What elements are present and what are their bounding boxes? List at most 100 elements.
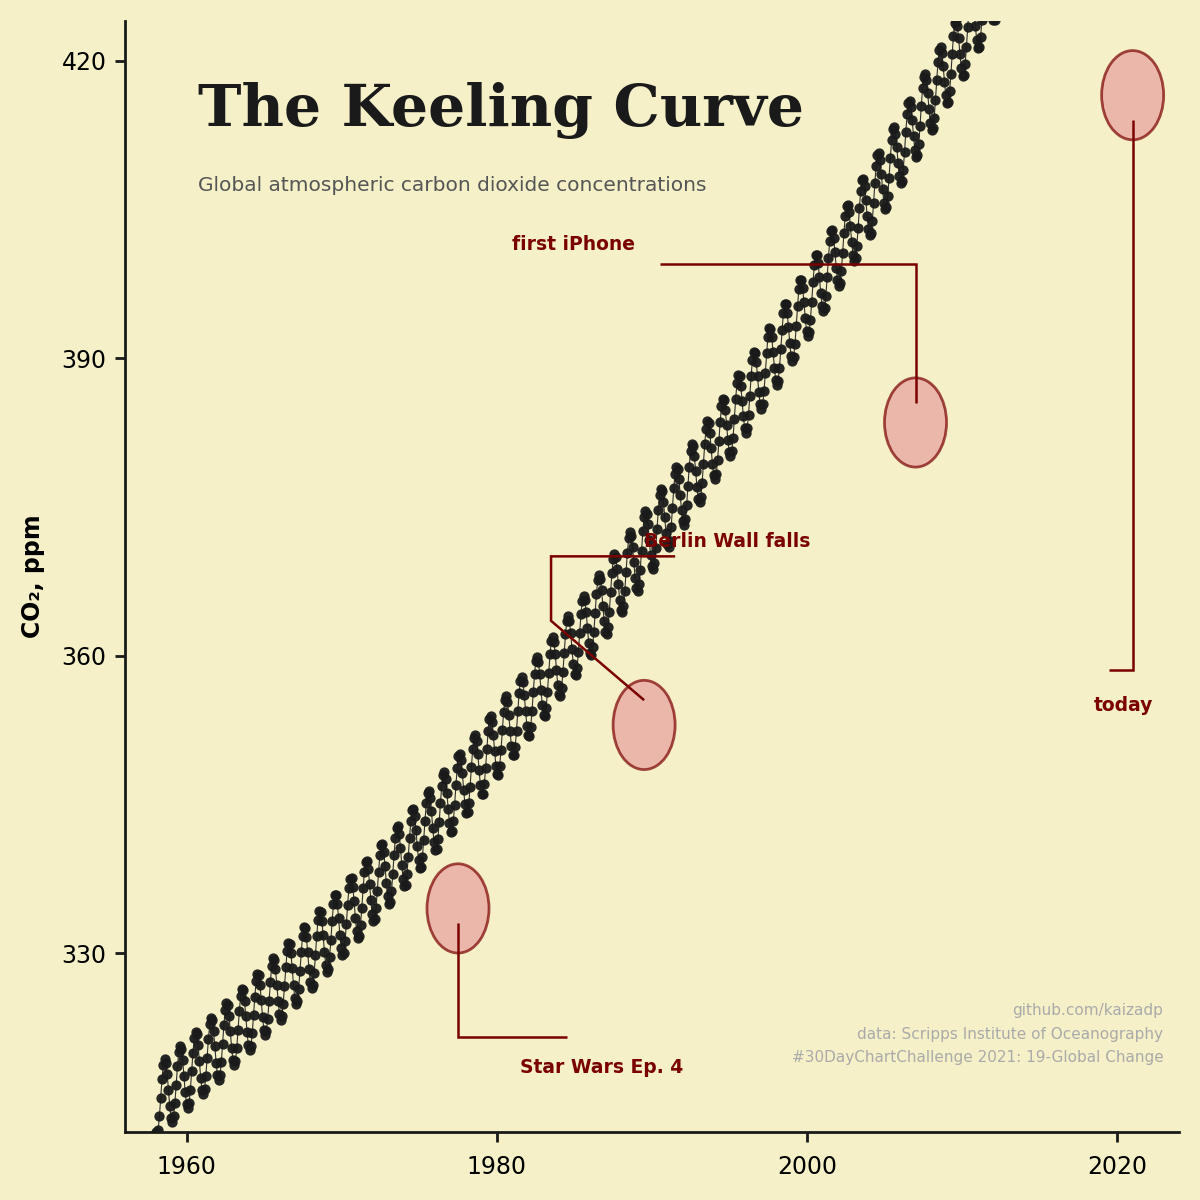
Point	[433, 764, 452, 784]
Point	[223, 1051, 242, 1070]
Point	[580, 634, 599, 653]
Point	[209, 1070, 228, 1090]
Point	[584, 623, 604, 642]
Point	[418, 782, 437, 802]
Point	[402, 800, 421, 820]
Point	[912, 97, 931, 116]
Point	[628, 581, 647, 600]
Point	[794, 293, 814, 312]
Point	[785, 335, 804, 354]
Point	[403, 799, 422, 818]
Point	[982, 0, 1001, 7]
Point	[959, 0, 978, 18]
Point	[594, 612, 613, 631]
Point	[227, 1038, 246, 1057]
Point	[486, 756, 505, 775]
Point	[646, 539, 665, 558]
Point	[830, 274, 850, 293]
Point	[898, 104, 917, 124]
Point	[390, 824, 409, 844]
Point	[754, 395, 773, 414]
Point	[504, 745, 523, 764]
Point	[893, 172, 912, 191]
Point	[445, 796, 464, 815]
Point	[642, 557, 661, 576]
Point	[533, 696, 552, 715]
Point	[798, 326, 817, 346]
Point	[305, 964, 324, 983]
Point	[182, 1062, 202, 1081]
Point	[178, 1098, 197, 1117]
Point	[937, 94, 956, 113]
Point	[760, 318, 779, 337]
Point	[185, 1028, 204, 1048]
Point	[696, 420, 715, 439]
Point	[341, 869, 360, 888]
Point	[200, 1015, 220, 1034]
Point	[394, 869, 413, 888]
Point	[592, 581, 611, 600]
Point	[336, 931, 355, 950]
Point	[811, 283, 830, 302]
Point	[295, 918, 314, 937]
Point	[805, 256, 824, 275]
Point	[572, 592, 592, 611]
Point	[187, 1025, 206, 1044]
Point	[679, 457, 698, 476]
Point	[235, 991, 254, 1010]
Point	[395, 876, 414, 895]
Point	[172, 1039, 191, 1058]
Point	[713, 389, 732, 408]
Point	[365, 910, 384, 929]
Point	[583, 637, 602, 656]
Point	[671, 485, 690, 504]
Point	[502, 736, 521, 755]
Point	[714, 390, 733, 409]
Point	[967, 30, 986, 49]
Point	[301, 972, 320, 991]
Point	[276, 958, 295, 977]
Point	[680, 442, 700, 461]
Point	[553, 662, 572, 682]
Point	[965, 1, 984, 20]
Point	[340, 878, 359, 898]
Point	[766, 371, 785, 390]
Point	[803, 272, 822, 292]
Point	[409, 851, 428, 870]
Point	[283, 959, 302, 978]
Point	[271, 1010, 290, 1030]
Point	[946, 14, 965, 34]
Point	[392, 854, 412, 874]
Point	[569, 643, 588, 662]
Point	[832, 262, 851, 281]
Point	[294, 918, 313, 937]
Point	[758, 328, 778, 347]
Point	[568, 658, 587, 677]
Point	[616, 581, 635, 600]
Point	[784, 347, 803, 366]
Point	[338, 895, 358, 914]
Point	[962, 0, 982, 2]
Point	[576, 602, 595, 622]
Point	[984, 11, 1003, 30]
Point	[640, 530, 659, 550]
Point	[692, 473, 712, 492]
Point	[901, 97, 920, 116]
Point	[406, 806, 425, 826]
Point	[790, 280, 809, 299]
Point	[464, 728, 484, 748]
Point	[575, 590, 594, 610]
Point	[245, 986, 264, 1006]
Point	[181, 1080, 200, 1099]
Point	[924, 108, 943, 127]
Point	[260, 972, 280, 991]
Point	[304, 976, 323, 995]
Point	[545, 632, 564, 652]
Point	[865, 174, 884, 193]
Point	[547, 660, 566, 679]
Point	[359, 859, 378, 878]
Point	[620, 523, 640, 542]
Point	[372, 835, 391, 854]
Point	[695, 434, 714, 454]
Point	[342, 869, 361, 888]
